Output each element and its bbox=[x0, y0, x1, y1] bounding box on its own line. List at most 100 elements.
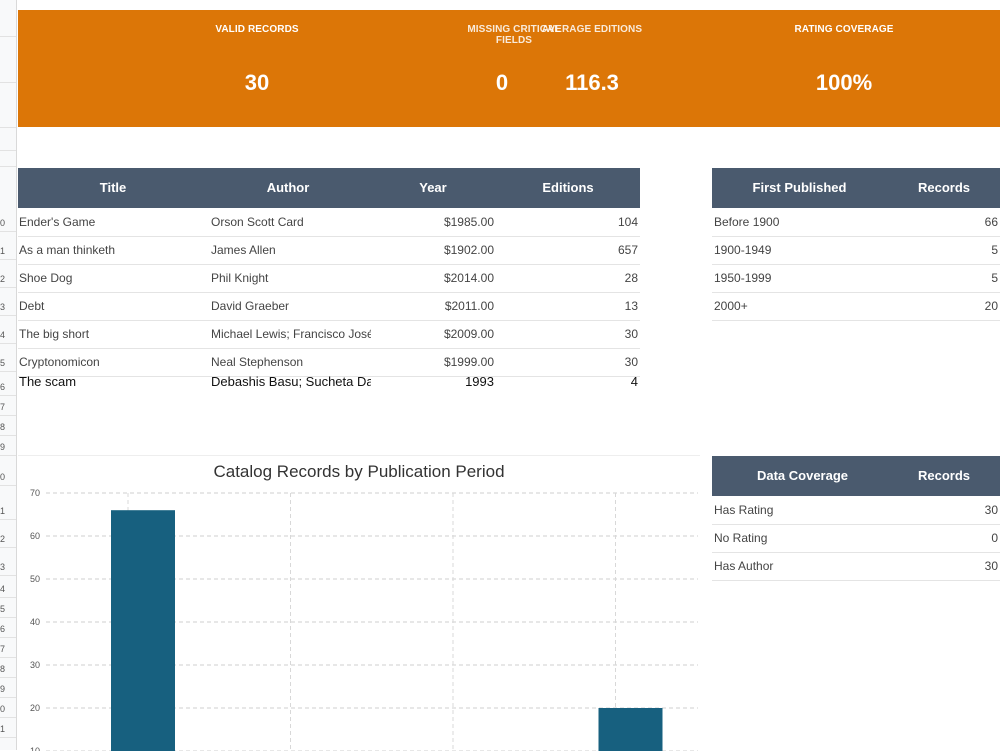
y-tick-label: 40 bbox=[30, 617, 40, 627]
header-title[interactable]: Title bbox=[99, 180, 127, 195]
table-row[interactable]: Before 1900 66 bbox=[712, 208, 1000, 237]
table-row[interactable]: Ender's Game Orson Scott Card $1985.00 104 bbox=[18, 208, 640, 237]
cell-records: 30 bbox=[984, 559, 998, 573]
row-divider bbox=[0, 717, 16, 718]
row-divider bbox=[0, 547, 16, 548]
y-tick-label: 30 bbox=[30, 660, 40, 670]
table-row[interactable]: Shoe Dog Phil Knight $2014.00 28 bbox=[18, 264, 640, 293]
row-divider bbox=[0, 455, 16, 456]
kpi-value: 100% bbox=[815, 70, 873, 95]
table-row[interactable]: No Rating 0 bbox=[712, 524, 1000, 553]
header-records[interactable]: Records bbox=[917, 468, 971, 483]
cell-editions: 4 bbox=[630, 374, 638, 389]
cell-author: Neal Stephenson bbox=[211, 355, 304, 369]
table-row[interactable]: 2000+ 20 bbox=[712, 292, 1000, 321]
cell-title: Ender's Game bbox=[19, 215, 96, 229]
table-row[interactable]: The scam Debashis Basu; Sucheta Da 1993 4 bbox=[18, 368, 640, 396]
row-divider bbox=[0, 737, 16, 738]
row-number[interactable]: 6 bbox=[0, 624, 6, 634]
row-number[interactable]: 4 bbox=[0, 584, 6, 594]
row-divider bbox=[0, 166, 16, 167]
kpi-value: 116.3 bbox=[565, 70, 619, 95]
row-number[interactable]: 9 bbox=[0, 684, 6, 694]
cell-title: Shoe Dog bbox=[19, 271, 73, 285]
publication-period-chart[interactable]: Catalog Records by Publication Period 10… bbox=[18, 455, 700, 751]
cell-author: Debashis Basu; Sucheta Da bbox=[211, 374, 371, 389]
header-first-published[interactable]: First Published bbox=[752, 180, 847, 195]
books-table-header: Title Author Year Editions bbox=[18, 168, 640, 208]
kpi-label: VALID RECORDS bbox=[215, 24, 299, 35]
row-number[interactable]: 3 bbox=[0, 302, 6, 312]
cell-year: $1999.00 bbox=[443, 355, 494, 369]
table-row[interactable]: 1900-1949 5 bbox=[712, 236, 1000, 265]
cell-editions: 657 bbox=[617, 243, 638, 257]
cell-title: Cryptonomicon bbox=[19, 355, 100, 369]
row-number[interactable]: 4 bbox=[0, 330, 6, 340]
row-divider bbox=[0, 395, 16, 396]
cell-title: The scam bbox=[19, 374, 77, 389]
row-number[interactable]: 5 bbox=[0, 604, 6, 614]
table-row[interactable]: Has Rating 30 bbox=[712, 496, 1000, 525]
y-tick-label: 20 bbox=[30, 703, 40, 713]
row-number[interactable]: 6 bbox=[0, 382, 6, 392]
y-tick-label: 10 bbox=[30, 746, 40, 751]
cell-title: As a man thinketh bbox=[19, 243, 116, 257]
cell-title: Debt bbox=[19, 299, 45, 313]
cell-year: $1902.00 bbox=[443, 243, 494, 257]
row-divider bbox=[0, 519, 16, 520]
cell-year: 1993 bbox=[465, 374, 494, 389]
table-row[interactable]: Has Author 30 bbox=[712, 552, 1000, 581]
row-number[interactable]: 0 bbox=[0, 704, 6, 714]
row-header-gutter: 0 1 2 3 4 5 6 7 8 9 0 1 2 3 4 5 6 7 8 9 0 1 bbox=[0, 0, 17, 750]
kpi-valid-records: VALID RECORDS 30 bbox=[158, 10, 356, 127]
kpi-missing-critical-fields: MISSING CRITICAL FIELDS 0 bbox=[458, 10, 570, 127]
row-divider bbox=[0, 485, 16, 486]
header-author[interactable]: Author bbox=[266, 180, 310, 195]
header-data-coverage[interactable]: Data Coverage bbox=[756, 468, 849, 483]
row-divider bbox=[0, 259, 16, 260]
kpi-value: 30 bbox=[244, 70, 270, 95]
row-divider bbox=[0, 637, 16, 638]
row-number[interactable]: 1 bbox=[0, 506, 6, 516]
y-tick-label: 60 bbox=[30, 531, 40, 541]
row-number[interactable]: 1 bbox=[0, 246, 6, 256]
cell-label: 1900-1949 bbox=[714, 243, 772, 257]
row-number[interactable]: 1 bbox=[0, 724, 6, 734]
row-number[interactable]: 3 bbox=[0, 562, 6, 572]
cell-author: Orson Scott Card bbox=[211, 215, 304, 229]
bar bbox=[111, 510, 175, 751]
chart-title: Catalog Records by Publication Period bbox=[213, 462, 505, 481]
table-row[interactable]: Debt David Graeber $2011.00 13 bbox=[18, 292, 640, 321]
row-number[interactable]: 0 bbox=[0, 472, 6, 482]
row-number[interactable]: 8 bbox=[0, 664, 6, 674]
row-number[interactable]: 0 bbox=[0, 218, 6, 228]
bar bbox=[598, 708, 663, 751]
row-divider bbox=[0, 150, 16, 151]
cell-year: $2014.00 bbox=[443, 271, 494, 285]
row-number[interactable]: 2 bbox=[0, 274, 6, 284]
header-editions[interactable]: Editions bbox=[542, 180, 594, 195]
cell-label: 2000+ bbox=[714, 299, 748, 313]
cell-author: Phil Knight bbox=[211, 271, 269, 285]
row-number[interactable]: 7 bbox=[0, 644, 6, 654]
table-row[interactable]: Cryptonomicon Neal Stephenson $1999.00 30 bbox=[18, 348, 640, 377]
header-year[interactable]: Year bbox=[419, 180, 447, 195]
row-divider bbox=[0, 575, 16, 576]
row-divider bbox=[0, 36, 16, 37]
row-number[interactable]: 8 bbox=[0, 422, 6, 432]
row-number[interactable]: 5 bbox=[0, 358, 6, 368]
table-row[interactable]: The big short Michael Lewis; Francisco Jo… bbox=[18, 320, 640, 349]
row-number[interactable]: 7 bbox=[0, 402, 6, 412]
table-row[interactable]: 1950-1999 5 bbox=[712, 264, 1000, 293]
cell-label: Has Author bbox=[714, 559, 774, 573]
row-divider bbox=[0, 435, 16, 436]
row-number[interactable]: 9 bbox=[0, 442, 6, 452]
cell-author: David Graeber bbox=[211, 299, 290, 313]
row-divider bbox=[0, 597, 16, 598]
cell-editions: 13 bbox=[624, 299, 638, 313]
row-number[interactable]: 2 bbox=[0, 534, 6, 544]
cell-editions: 30 bbox=[624, 327, 638, 341]
header-records[interactable]: Records bbox=[917, 180, 971, 195]
cell-records: 0 bbox=[991, 531, 998, 545]
table-row[interactable]: As a man thinketh James Allen $1902.00 657 bbox=[18, 236, 640, 265]
